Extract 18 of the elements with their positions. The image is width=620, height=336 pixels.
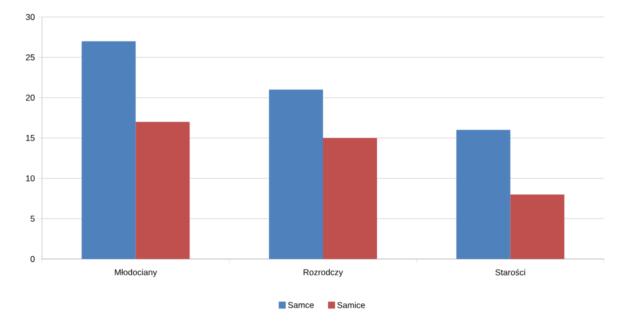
bar bbox=[323, 138, 378, 259]
bar bbox=[136, 122, 190, 259]
x-tick-label: Młodociany bbox=[114, 269, 158, 277]
y-tick-label: 10 bbox=[26, 175, 35, 182]
bar bbox=[269, 90, 324, 259]
x-tick-label: Starości bbox=[495, 269, 526, 276]
y-tick-label: 20 bbox=[26, 94, 35, 101]
legend-label: Samce bbox=[288, 302, 314, 308]
y-tick-label: 15 bbox=[26, 135, 35, 141]
y-tick-label: 30 bbox=[26, 14, 35, 20]
y-tick-label: 0 bbox=[30, 256, 35, 262]
y-tick-label: 5 bbox=[30, 216, 35, 222]
bar bbox=[456, 130, 510, 259]
x-tick-label: Rozrodczy bbox=[304, 269, 343, 277]
bar bbox=[510, 194, 564, 259]
legend-label: Samice bbox=[337, 302, 365, 308]
y-tick-label: 25 bbox=[26, 54, 35, 60]
bar bbox=[82, 41, 136, 259]
